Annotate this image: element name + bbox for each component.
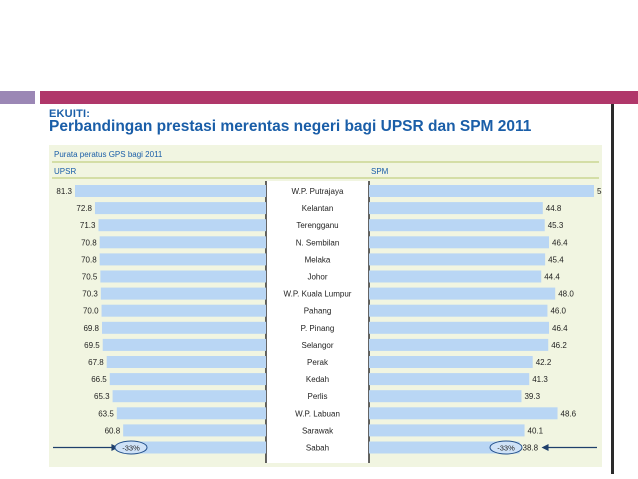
upsr-bar <box>106 356 266 368</box>
category-label: Pahang <box>304 307 332 316</box>
figure-border <box>611 104 614 474</box>
upsr-bar <box>123 424 266 437</box>
spm-value-label: 45.4 <box>548 255 564 264</box>
upsr-value-label: 72.8 <box>76 204 92 213</box>
spm-value-label: 38.8 <box>523 444 539 453</box>
upsr-value-label: 70.0 <box>83 307 99 316</box>
upsr-value-label: 70.5 <box>82 273 98 282</box>
upsr-value-label: 81.3 <box>56 187 72 196</box>
category-label: W.P. Kuala Lumpur <box>284 290 352 299</box>
category-label: Sarawak <box>302 426 334 435</box>
upsr-bar <box>98 219 266 232</box>
category-column <box>266 181 369 463</box>
chart-panel: Purata peratus GPS bagi 2011 UPSR SPM 81.3 W… <box>49 145 602 467</box>
upsr-value-label: 60.8 <box>105 426 121 435</box>
spm-value-label: 48.6 <box>561 409 577 418</box>
upsr-bar <box>138 441 266 454</box>
spm-value-label: 48.0 <box>558 290 574 299</box>
spm-bar <box>369 202 543 215</box>
spm-gap-arrowhead <box>541 444 549 451</box>
upsr-value-label: 70.3 <box>82 290 98 299</box>
upsr-value-label: 71.3 <box>80 221 96 230</box>
upsr-value-label: 69.5 <box>84 341 100 350</box>
spm-value-label: 46.2 <box>551 341 567 350</box>
upsr-value-label: 65.3 <box>94 392 110 401</box>
spm-value-label: 46.4 <box>552 238 568 247</box>
upsr-bar <box>99 253 266 266</box>
spm-gap-badge <box>489 440 523 455</box>
upsr-gap-label: -33% <box>122 444 140 453</box>
spm-bar <box>369 270 542 283</box>
spm-bar <box>369 356 533 368</box>
category-label: W.P. Putrajaya <box>292 187 344 196</box>
spm-value-label: 58.0 <box>597 187 602 196</box>
upsr-bar <box>109 373 266 386</box>
spm-value-label: 44.4 <box>544 273 560 282</box>
spm-bar <box>369 424 525 437</box>
spm-value-label: 46.4 <box>552 324 568 333</box>
upsr-bar <box>99 236 266 249</box>
spm-value-label: 40.1 <box>528 426 544 435</box>
spm-bar <box>369 287 556 300</box>
upsr-bar <box>94 202 266 215</box>
category-label: P. Pinang <box>301 324 335 333</box>
upsr-value-label: 70.8 <box>81 255 97 264</box>
category-label: Kelantan <box>302 204 334 213</box>
spm-value-label: 42.2 <box>536 358 552 367</box>
spm-bar <box>369 253 546 266</box>
upsr-value-label: 63.5 <box>98 409 114 418</box>
spm-bar <box>369 185 594 197</box>
comparison-chart: Purata peratus GPS bagi 2011 UPSR SPM 81.3 W… <box>52 150 602 463</box>
category-label: Perak <box>307 358 329 367</box>
spm-bar <box>369 338 549 351</box>
upsr-value-label: 69.8 <box>83 324 99 333</box>
spm-bar <box>369 407 558 420</box>
category-label: N. Sembilan <box>296 238 340 247</box>
category-label: Kedah <box>306 375 329 384</box>
category-label: Sabah <box>306 444 329 453</box>
upsr-value-label: 67.8 <box>88 358 104 367</box>
spm-gap-label: -33% <box>497 444 515 453</box>
upsr-value-label: 70.8 <box>81 238 97 247</box>
spm-bar <box>369 373 530 386</box>
spm-value-label: 41.3 <box>532 375 548 384</box>
upsr-value-label: 66.5 <box>91 375 107 384</box>
spm-bar <box>369 390 522 403</box>
category-label: Johor <box>307 273 327 282</box>
upsr-bar <box>102 321 267 334</box>
slide-kicker: EKUITI: <box>49 108 91 120</box>
category-label: W.P. Labuan <box>295 409 340 418</box>
spm-value-label: 44.8 <box>546 204 562 213</box>
category-label: Selangor <box>301 341 333 350</box>
upsr-bar <box>116 407 266 420</box>
accent-bar-right <box>40 91 638 104</box>
upsr-gap-badge <box>114 440 148 455</box>
spm-bar <box>369 441 520 454</box>
spm-bar <box>369 236 549 249</box>
series-header-spm: SPM <box>371 167 389 176</box>
spm-value-label: 39.3 <box>524 392 540 401</box>
upsr-bar <box>100 287 266 300</box>
series-header-upsr: UPSR <box>54 167 76 176</box>
category-label: Melaka <box>305 255 331 264</box>
chart-subtitle: Purata peratus GPS bagi 2011 <box>54 150 163 159</box>
spm-bar <box>369 321 549 334</box>
spm-bar <box>369 219 545 232</box>
spm-value-label: 46.0 <box>550 307 566 316</box>
upsr-bar <box>102 338 266 351</box>
spm-bar <box>369 304 548 317</box>
upsr-bar <box>75 185 266 197</box>
accent-bar-left <box>0 91 35 104</box>
spm-value-label: 45.3 <box>548 221 564 230</box>
upsr-bar <box>112 390 266 403</box>
category-label: Terengganu <box>296 221 338 230</box>
upsr-bar <box>101 304 266 317</box>
category-label: Perlis <box>307 392 327 401</box>
slide-title: Perbandingan prestasi merentas negeri ba… <box>49 118 532 135</box>
upsr-bar <box>100 270 266 283</box>
